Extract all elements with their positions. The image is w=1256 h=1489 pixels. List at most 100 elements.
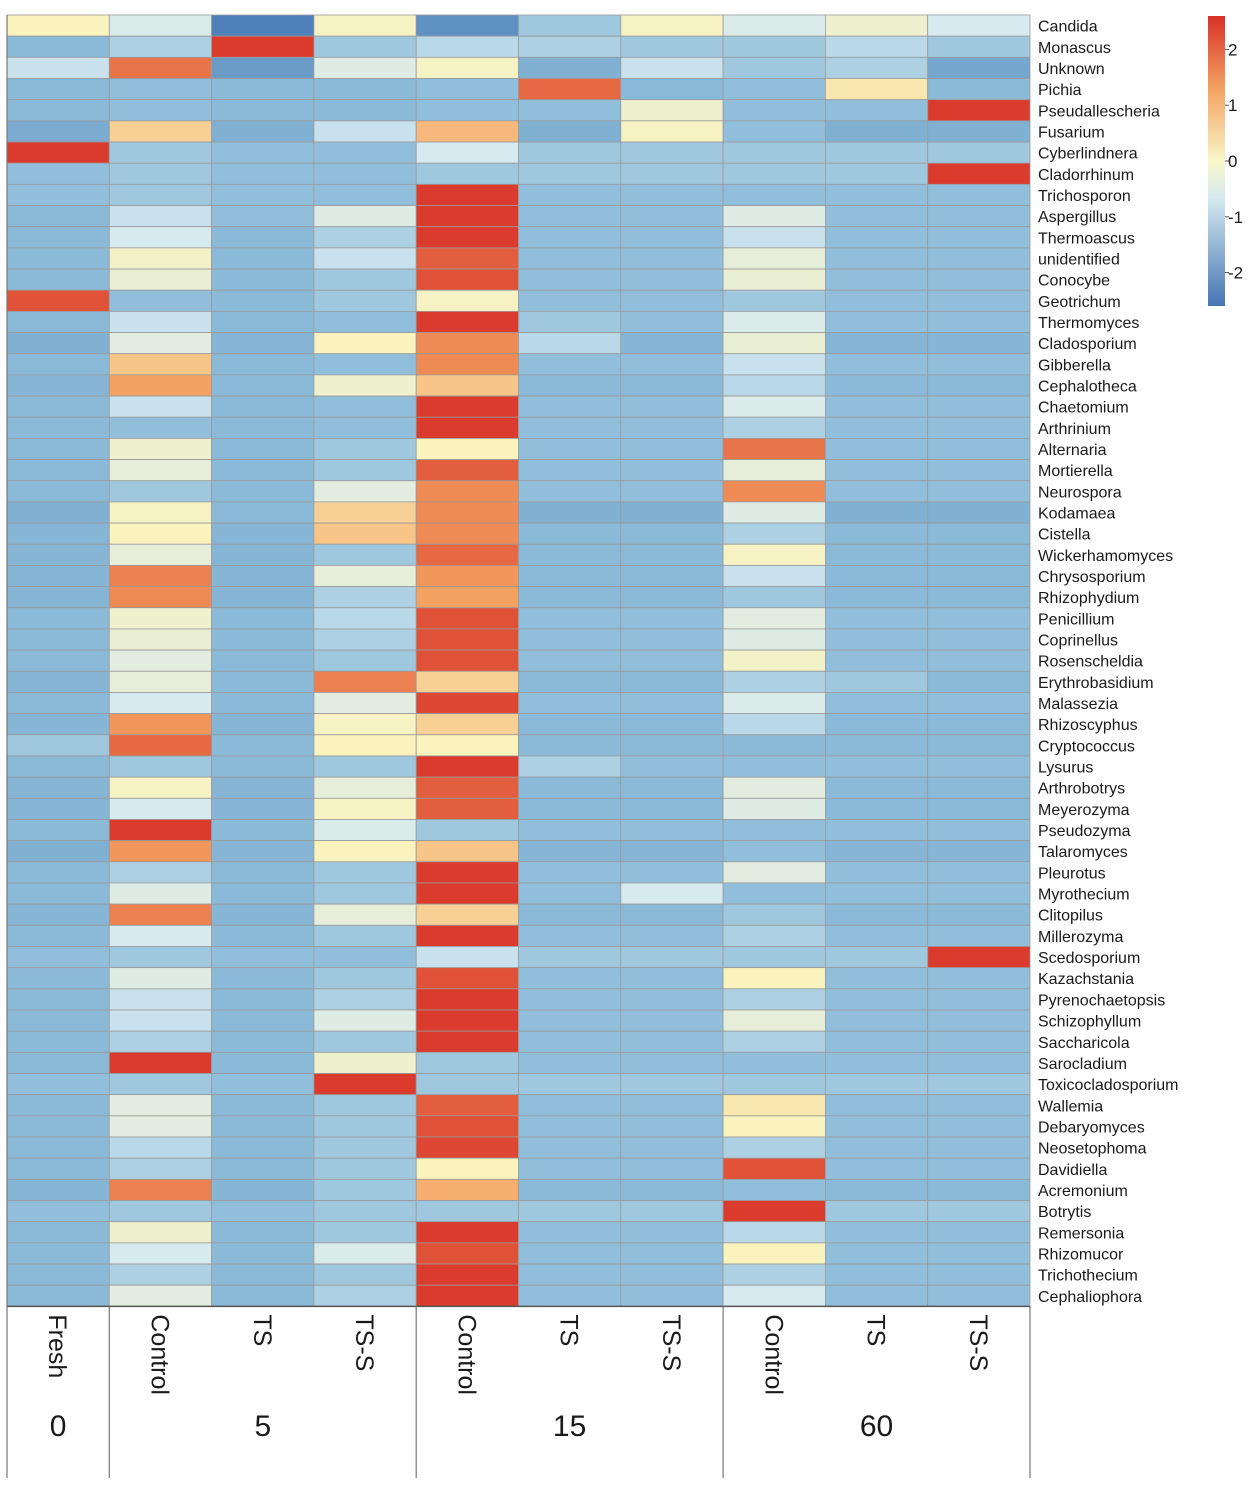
heatmap-cell [108,670,213,693]
heatmap-cell [211,1073,315,1096]
heatmap-cell [108,840,213,863]
heatmap-cell [6,1157,110,1180]
heatmap-cell [825,14,929,37]
bottom-axis: Fresh Control TS TS-S Control TS TS-S Control TS… [6,15,1031,1478]
heatmap-cell [518,713,622,736]
heatmap-cell [108,861,213,884]
column-label: TS [248,1314,276,1346]
heatmap-cell [415,416,519,439]
heatmap-cell [211,670,315,693]
row-label: unidentified [1038,251,1120,268]
heatmap-cell [313,903,417,926]
heatmap-cell [313,1094,417,1117]
heatmap-cell [620,522,724,545]
heatmap-cell [927,1221,1031,1244]
heatmap-cell [620,565,724,587]
heatmap-cell [6,819,110,842]
heatmap-cell [722,755,826,778]
heatmap-cell [825,374,929,397]
heatmap-cell [6,78,110,101]
heatmap-cell [518,1115,622,1138]
heatmap-cell [620,162,724,185]
heatmap-cell [415,840,519,863]
heatmap-cell [108,988,213,1011]
heatmap-cell [927,903,1031,926]
heatmap-cell [313,78,417,101]
heatmap-cell [825,56,929,79]
heatmap-cell [108,183,213,206]
heatmap-cell [927,628,1031,651]
heatmap-cell [313,1221,417,1244]
heatmap-cell [927,1009,1031,1032]
heatmap-cell [518,649,622,672]
heatmap-cell [927,1157,1031,1180]
heatmap-cell [620,1009,724,1032]
heatmap-cell [415,755,519,778]
heatmap-cell [620,289,724,312]
heatmap-cell [825,607,929,630]
heatmap-cell [108,353,213,376]
heatmap-cell [211,522,315,545]
heatmap-cell [6,946,110,969]
row-label: Pichia [1038,82,1082,99]
heatmap-cell [518,56,622,79]
heatmap-cell [722,395,826,418]
row-label: Davidiella [1038,1162,1107,1179]
heatmap-cell [825,141,929,164]
heatmap-cell [108,1051,213,1074]
row-label: Rosenscheldia [1038,654,1143,671]
heatmap-cell [108,14,213,37]
row-label: Cryptococcus [1038,738,1135,755]
heatmap-cell [620,1242,724,1265]
heatmap-cell [620,1051,724,1074]
heatmap-cell [927,226,1031,249]
row-label: Malassezia [1038,696,1118,713]
heatmap-cell [825,776,929,799]
heatmap-cell [518,543,622,566]
row-label: Penicillium [1038,611,1114,628]
heatmap-cell [211,459,315,482]
heatmap-cell [620,1178,724,1201]
heatmap-cell [313,967,417,990]
heatmap-cell [825,692,929,715]
row-label: Saccharicola [1038,1035,1130,1052]
heatmap-cell [211,1221,315,1244]
heatmap-cell [518,78,622,101]
heatmap-cell [415,35,519,58]
heatmap-cell [211,226,315,249]
row-labels: Candida Monascus Unknown Pichia Pseudallesch… [1038,19,1179,1306]
heatmap-cell [211,1009,315,1032]
heatmap-cell [518,967,622,990]
heatmap-cell [6,607,110,630]
heatmap-cell [313,1284,417,1307]
heatmap-cell [415,713,519,736]
heatmap-cell [313,226,417,249]
heatmap-cell [313,861,417,884]
heatmap-cell [825,670,929,693]
heatmap-cell [927,649,1031,672]
heatmap-cell [927,1263,1031,1286]
heatmap-cell [108,416,213,439]
heatmap-cell [518,99,622,122]
heatmap-cell [415,946,519,969]
heatmap-cell [927,522,1031,545]
column-label: TS [555,1314,583,1346]
heatmap-cell [415,628,519,651]
row-label: Pseudozyma [1038,823,1131,840]
heatmap-cell [518,755,622,778]
heatmap-cell [518,840,622,863]
heatmap-cell [6,1030,110,1053]
heatmap-cell [6,141,110,164]
heatmap-cell [722,289,826,312]
heatmap-cell [313,840,417,863]
heatmap-cell [313,565,417,587]
heatmap-cell [722,99,826,122]
heatmap-cell [211,903,315,926]
heatmap-cell [108,692,213,715]
heatmap-cell [108,1157,213,1180]
heatmap-cell [722,628,826,651]
heatmap-cell [313,734,417,757]
heatmap-cell [722,1051,826,1074]
heatmap-cell [415,268,519,291]
heatmap-cell [6,903,110,926]
